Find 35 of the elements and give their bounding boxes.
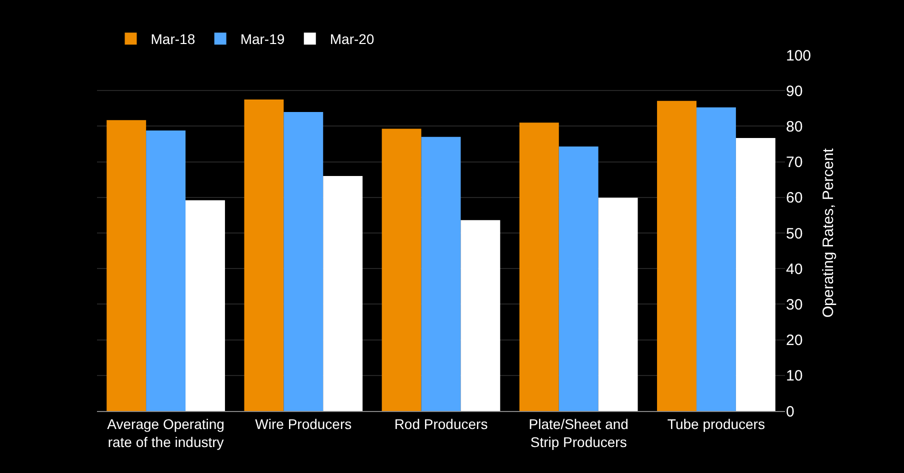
bar [244,100,284,411]
bar [146,130,186,411]
x-tick-label: Plate/Sheet and Strip Producers [528,416,628,450]
bar [106,120,146,411]
bar [382,128,422,411]
x-tick-label: Wire Producers [255,416,352,432]
legend-label: Mar-20 [330,31,374,48]
y-tick-label: 30 [786,296,803,314]
y-tick-label: 40 [786,260,803,278]
x-tick-label: Average Operating rate of the industry [107,416,224,450]
bar [284,112,324,411]
bar [186,200,225,411]
bar [598,198,638,411]
bar [519,122,559,411]
x-tick-label: Rod Producers [394,416,488,432]
y-tick-label: 0 [786,403,794,420]
bar [558,146,598,411]
x-tick-label: Tube producers [667,416,765,432]
y2-axis-title: Operating Rates, Percent [820,148,838,318]
y-tick-label: 20 [786,332,803,350]
legend-label: Mar-19 [240,31,285,48]
y-tick-label: 10 [786,368,803,385]
y-tick-label: 50 [786,225,803,242]
bar [421,136,461,411]
y-tick-label: 60 [786,190,803,207]
bar [736,138,776,411]
bar [696,107,736,411]
y-tick-label: 80 [786,118,803,136]
y-tick-label: 90 [786,82,803,100]
bar [460,220,500,411]
y-tick-label: 100 [786,47,812,64]
bar [657,100,696,411]
y-tick-label: 70 [786,154,803,172]
bar [323,176,363,411]
legend-label: Mar-18 [150,31,196,48]
